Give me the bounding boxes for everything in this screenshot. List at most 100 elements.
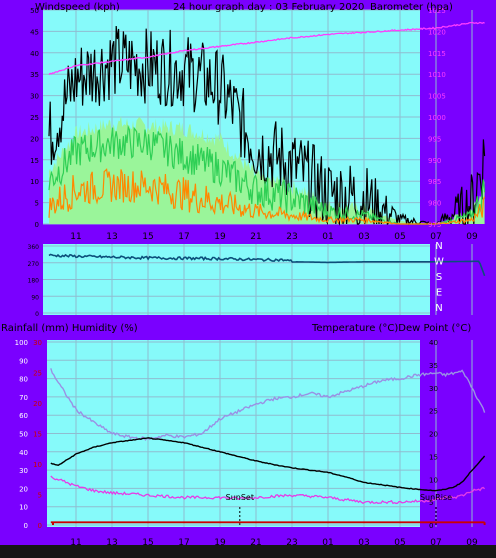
humidity-y-tick: 30 [19,467,28,475]
humidity-y-tick: 100 [15,339,28,347]
temperature-line [50,437,486,492]
rain-y-tick: 0 [38,522,42,530]
temperature-x-tick: 03 [358,538,369,548]
temperature-x-tick: 07 [430,538,441,548]
temperature-y-tick: 5 [429,499,433,507]
temperature-series [50,368,486,525]
wind-x-tick: 05 [394,232,405,242]
humidity-line [50,368,486,442]
rain-y-tick: 5 [38,492,42,500]
humidity-y-tick: 10 [19,504,28,512]
temperature-y-tick: 10 [429,476,438,484]
direction-series [48,253,486,277]
temperature-y-tick: 25 [429,408,438,416]
wind-y-tick: 0 [35,221,39,229]
wind-y-tick: 10 [30,178,39,186]
compass-label: N [435,241,442,252]
wind-y-tick: 20 [30,135,39,143]
compass-label: W [434,257,444,268]
humidity-y-tick: 70 [19,394,28,402]
wind-y-tick: 5 [35,200,39,208]
humidity-y-tick: 40 [19,449,28,457]
wind-x-tick: 07 [430,232,441,242]
rain-y-tick: 20 [33,400,42,408]
sunset-label: SunSet [226,493,254,502]
axis-labels: 11 13 15 17 19 21 23 01 03 05 07 090510152025303540… [15,7,478,548]
direction-grid [43,244,473,315]
wind-y-tick: 50 [30,7,39,15]
wind-x-tick: 19 [214,232,226,242]
wind-x-tick: 11 [70,232,81,242]
barometer-y-tick: 1015 [428,50,446,58]
low-wind-line [48,168,486,225]
temperature-x-tick: 01 [322,538,333,548]
barometer-axis-title: Barometer (hpa) [370,2,453,13]
wind-y-tick: 45 [30,28,39,36]
barometer-line [48,21,485,75]
wind-axis-title: Windspeed (kph) [35,2,120,13]
compass-label: E [436,288,442,299]
barometer-y-tick: 1020 [428,28,446,36]
barometer-y-tick: 1000 [428,114,446,122]
rain-y-tick: 10 [33,461,42,469]
wind-y-tick: 30 [30,93,39,101]
wind-x-tick: 03 [358,232,369,242]
barometer-y-tick: 975 [428,221,441,229]
wind-y-tick: 35 [30,71,39,79]
barometer-y-tick: 1025 [428,7,446,15]
wind-x-tick: 01 [322,232,333,242]
temperature-y-tick: 20 [429,431,438,439]
barometer-y-tick: 980 [428,200,441,208]
temperature-x-tick: 19 [214,538,226,548]
temperature-y-tick: 40 [429,339,438,347]
humidity-y-tick: 60 [19,412,28,420]
bottom-bar [0,545,496,558]
barometer-y-tick: 990 [428,157,441,165]
dew-point-line [50,475,486,505]
wind-x-tick: 13 [106,232,117,242]
temperature-x-tick: 17 [178,538,189,548]
wind-x-tick: 17 [178,232,189,242]
humidity-y-tick: 80 [19,376,28,384]
direction-y-tick: 0 [35,311,39,318]
humidity-y-tick: 0 [24,522,28,530]
temperature-x-tick: 09 [466,538,478,548]
wind-x-tick: 15 [142,232,153,242]
temperature-grid [47,340,473,527]
barometer-y-tick: 1005 [428,93,446,101]
wind-x-tick: 23 [286,232,297,242]
temperature-x-tick: 23 [286,538,297,548]
sunrise-label: SunRise [420,493,452,502]
barometer-y-tick: 1010 [428,71,446,79]
wind-y-tick: 25 [30,114,39,122]
direction-y-tick: 90 [31,294,39,301]
temperature-x-tick: 13 [106,538,117,548]
rain-y-tick: 15 [33,431,42,439]
temp-dew-axis-title: Temperature (°C)Dew Point (°C) [311,323,471,334]
temperature-x-tick: 15 [142,538,153,548]
barometer-y-tick: 985 [428,178,441,186]
temperature-x-tick: 05 [394,538,405,548]
direction-line [48,253,486,277]
wind-series [48,21,486,226]
compass-label: S [436,272,442,283]
humidity-y-tick: 20 [19,485,28,493]
humidity-y-tick: 50 [19,431,28,439]
wind-x-tick: 21 [250,232,261,242]
temperature-y-tick: 35 [429,362,438,370]
temperature-x-tick: 21 [250,538,261,548]
direction-y-tick: 180 [28,278,40,285]
temperature-x-tick: 11 [70,538,81,548]
compass-label: N [435,303,442,314]
wind-x-tick: 09 [466,232,478,242]
wind-y-tick: 15 [30,157,39,165]
wind-y-tick: 40 [30,50,39,58]
rain-y-tick: 25 [33,370,42,378]
humidity-y-tick: 90 [19,357,28,365]
wind-light-area [49,116,485,224]
rain-humidity-axis-title: Rainfall (mm) Humidity (%) [1,323,138,334]
temperature-y-tick: 15 [429,453,438,461]
direction-y-tick: 360 [28,244,40,251]
chart-title: 24 hour graph day : 03 February 2020 [173,2,364,13]
